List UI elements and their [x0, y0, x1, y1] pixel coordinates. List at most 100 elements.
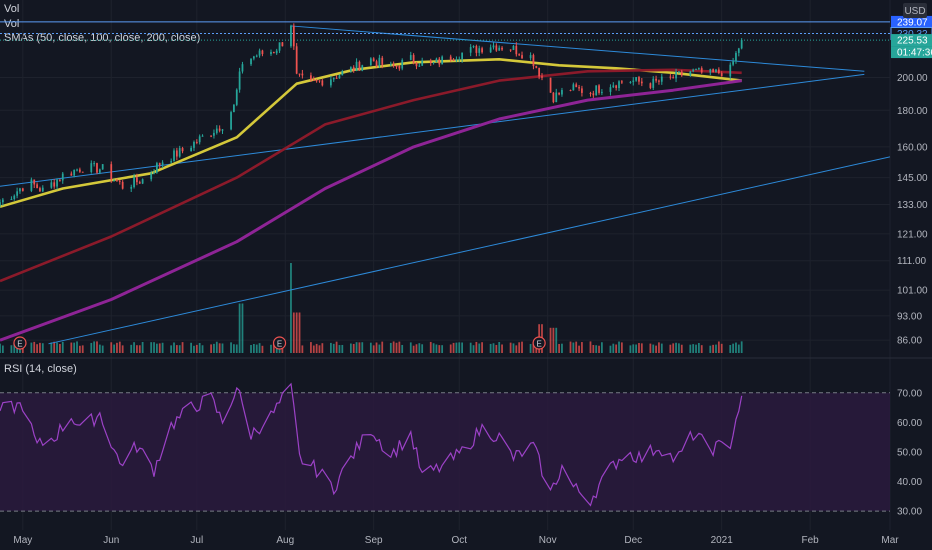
volume-bar	[695, 344, 697, 353]
volume-bar	[649, 343, 652, 353]
trendlines[interactable]	[0, 25, 891, 345]
volume-bar	[272, 341, 275, 353]
volume-bar	[461, 342, 463, 353]
volume-bar	[620, 342, 623, 353]
currency-badge[interactable]: USD	[903, 3, 927, 18]
volume-bar	[233, 344, 235, 353]
time-axis[interactable]: May Jun Jul Aug Sep Oct Nov Dec 2021 Feb Mar	[13, 535, 899, 546]
volume-bar	[201, 345, 204, 353]
candle-body	[561, 90, 563, 95]
candle-body	[136, 177, 138, 183]
candle-body	[173, 150, 175, 162]
candle-body	[59, 179, 61, 181]
time-tick-label: Dec	[624, 535, 642, 546]
volume-bar	[193, 345, 195, 353]
candle-body	[250, 58, 252, 65]
volume-bar	[675, 342, 677, 353]
candle-body	[552, 92, 555, 103]
volume-bar	[78, 345, 81, 353]
price-tick-label: 101.00	[897, 286, 928, 297]
candle-body	[372, 58, 375, 62]
volume-bar	[158, 343, 161, 353]
candle-body	[30, 179, 33, 191]
earnings-marker[interactable]: E	[13, 336, 27, 350]
trendline	[0, 73, 865, 187]
candle-body	[81, 171, 84, 173]
rsi-axis[interactable]: 70.00 60.00 50.00 40.00 30.00	[897, 388, 922, 517]
earnings-marker[interactable]: E	[272, 336, 287, 350]
candle-body	[61, 173, 64, 181]
rsi-band	[0, 392, 890, 512]
volume-bar	[652, 344, 655, 353]
volume-bar	[598, 345, 600, 353]
candle-body	[312, 79, 315, 81]
volume-bar	[601, 342, 603, 353]
volume-bar	[692, 344, 695, 353]
candle-body	[695, 69, 697, 71]
candle-body	[441, 56, 444, 65]
volume-bar	[70, 342, 73, 353]
candle-body	[330, 79, 332, 86]
candle-body	[70, 173, 73, 176]
candle-body	[175, 150, 178, 157]
earnings-marker[interactable]: E	[532, 336, 546, 350]
candle-body	[369, 58, 372, 66]
candle-body	[210, 135, 212, 137]
earnings-circle	[13, 336, 27, 350]
candle-body	[601, 91, 603, 93]
volume-bar	[369, 342, 372, 353]
candle-body	[501, 47, 503, 50]
candle-body	[612, 85, 615, 88]
price-tick-label: 160.00	[897, 142, 928, 153]
trendline	[48, 156, 891, 345]
volume-bar	[156, 343, 158, 353]
candle-body	[558, 92, 560, 95]
candle-body	[409, 55, 412, 60]
volume-bar	[213, 343, 215, 353]
price-axis[interactable]: 200.00 180.00 160.00 145.00 133.00 121.00 111.…	[897, 73, 928, 347]
time-tick-label: Mar	[881, 535, 899, 546]
sma200-line	[0, 79, 742, 342]
volume-bar	[549, 327, 552, 353]
candle-body	[649, 83, 652, 88]
price-tick-label: 133.00	[897, 200, 928, 211]
candle-body	[378, 57, 381, 67]
volume-bar	[418, 343, 421, 353]
candle-body	[355, 61, 358, 71]
volume-bar	[512, 343, 515, 353]
candle-body	[315, 80, 318, 82]
time-tick-label: Sep	[365, 535, 383, 546]
volume-bar	[181, 342, 184, 353]
candle-body	[295, 46, 298, 74]
price-label-text: 01:47:36	[897, 48, 932, 59]
volume-bar	[392, 341, 395, 353]
volume-bar	[660, 343, 663, 353]
horizontal-levels[interactable]	[0, 21, 890, 41]
candle-body	[509, 49, 512, 51]
candle-body	[255, 55, 258, 57]
candle-body	[472, 46, 475, 48]
volume-bar	[96, 341, 98, 353]
volume-bar	[635, 344, 638, 353]
volume-bar	[435, 344, 438, 353]
rsi-tick-label: 50.00	[897, 447, 922, 458]
price-tick-label: 93.00	[897, 311, 922, 322]
candle-body	[475, 46, 478, 53]
volume-bar	[655, 345, 657, 353]
time-tick-label: 2021	[711, 535, 734, 546]
candle-body	[438, 58, 441, 65]
candle-body	[318, 80, 321, 82]
volume-bar	[138, 345, 141, 353]
price-candles	[0, 23, 743, 208]
volume-bar	[700, 345, 703, 353]
candle-body	[298, 73, 301, 75]
price-tick-label: 121.00	[897, 229, 928, 240]
volume-bar	[572, 342, 575, 353]
candle-body	[215, 128, 218, 133]
candle-body	[729, 64, 732, 77]
volume-bar	[250, 344, 252, 353]
volume-bar	[678, 343, 680, 353]
